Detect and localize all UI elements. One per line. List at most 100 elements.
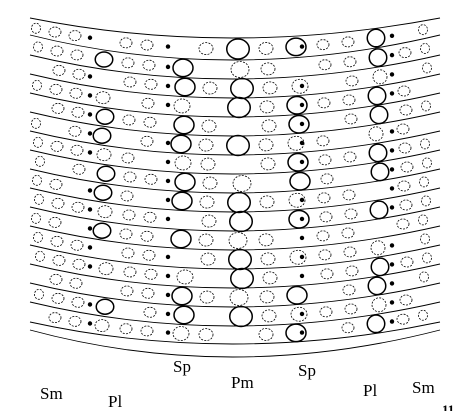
cell xyxy=(418,214,428,226)
cell xyxy=(71,296,85,308)
large-cell xyxy=(368,143,388,163)
dot xyxy=(165,311,171,317)
cell xyxy=(144,268,158,280)
cell xyxy=(396,123,410,135)
cell xyxy=(198,233,214,247)
cell xyxy=(316,230,330,242)
cell xyxy=(141,287,155,299)
cell xyxy=(69,277,83,289)
cell xyxy=(51,293,65,304)
dot xyxy=(165,216,171,222)
dot xyxy=(299,235,305,241)
dot xyxy=(299,311,305,317)
cell xyxy=(198,138,214,152)
cell xyxy=(319,306,333,318)
cell xyxy=(50,141,64,152)
cell xyxy=(140,39,154,51)
cell xyxy=(49,274,63,285)
cell xyxy=(421,100,431,112)
large-cell xyxy=(173,115,195,135)
dot xyxy=(87,35,93,40)
cell xyxy=(123,76,137,88)
cell xyxy=(341,36,355,48)
dot xyxy=(165,64,171,70)
cell xyxy=(33,136,43,148)
row-line xyxy=(29,244,441,270)
cell xyxy=(95,91,111,105)
cell xyxy=(121,57,135,69)
cell xyxy=(230,61,250,78)
dot xyxy=(87,321,93,326)
dot xyxy=(165,273,171,279)
dot xyxy=(389,91,395,96)
cell xyxy=(258,138,274,152)
cell xyxy=(342,94,356,106)
row-line xyxy=(29,34,441,61)
cell xyxy=(262,271,278,285)
cell xyxy=(318,59,332,71)
cell xyxy=(174,155,192,171)
row-line xyxy=(29,187,441,213)
dot xyxy=(299,216,305,222)
cell xyxy=(70,144,84,156)
cell xyxy=(34,288,44,300)
dot xyxy=(87,131,93,136)
cell xyxy=(289,249,307,265)
cell xyxy=(48,26,62,38)
cell xyxy=(342,284,356,296)
dot xyxy=(299,83,305,89)
dot xyxy=(299,140,305,146)
dot xyxy=(389,52,395,58)
cell xyxy=(49,179,63,190)
cell xyxy=(198,328,214,342)
cell xyxy=(143,306,157,318)
cell xyxy=(122,209,136,221)
cell xyxy=(316,135,330,147)
cell xyxy=(342,189,356,201)
cell xyxy=(341,322,355,334)
label-sm-left: Sm xyxy=(40,384,63,403)
cell xyxy=(34,193,44,205)
cell xyxy=(48,312,62,324)
dot xyxy=(165,292,171,298)
cell xyxy=(70,239,84,251)
cell xyxy=(419,271,429,283)
cell xyxy=(259,100,275,114)
cell xyxy=(316,39,330,51)
cell xyxy=(68,125,82,137)
cell xyxy=(96,148,112,162)
cell xyxy=(344,113,358,125)
cell xyxy=(259,290,275,304)
cell xyxy=(399,294,413,306)
cell xyxy=(370,240,386,256)
dot xyxy=(165,140,171,146)
large-cell xyxy=(173,305,195,325)
label-corner-number: 11 xyxy=(442,402,454,411)
cell xyxy=(371,297,387,313)
zone-labels: Sm Pl Sp Pm Sp Pl Sm 11 xyxy=(40,357,454,411)
cell xyxy=(50,45,64,57)
dot xyxy=(299,254,305,260)
large-cell xyxy=(366,314,386,334)
cell xyxy=(320,173,334,185)
cell xyxy=(199,195,215,209)
cell xyxy=(49,84,63,95)
dot xyxy=(389,129,395,134)
cell xyxy=(119,228,133,240)
dot xyxy=(299,159,305,165)
row-line xyxy=(29,225,441,251)
cell xyxy=(140,325,154,337)
dot xyxy=(87,226,93,231)
cell xyxy=(341,227,355,239)
large-cell xyxy=(229,210,253,233)
cell xyxy=(344,208,358,220)
row-line xyxy=(29,17,441,39)
cell xyxy=(399,104,413,116)
cell xyxy=(52,255,66,266)
dot xyxy=(165,197,171,203)
dot xyxy=(165,254,171,260)
dot xyxy=(165,330,171,335)
dot xyxy=(389,281,395,286)
cell xyxy=(72,68,86,80)
